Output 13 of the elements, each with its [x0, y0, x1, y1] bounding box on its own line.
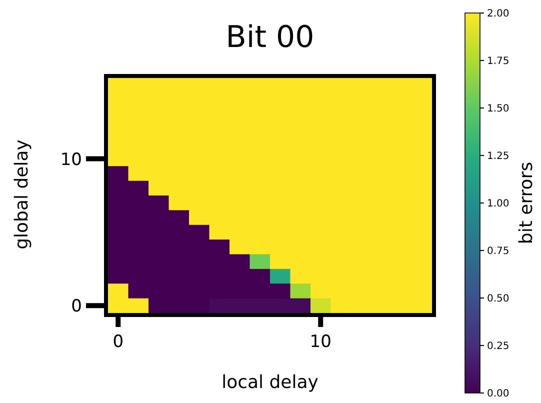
- color-bar-label: 0.00: [487, 388, 510, 400]
- color-bar-label: 0.25: [487, 341, 510, 352]
- color-bar-label: 1.00: [487, 198, 510, 210]
- color-bar-label: 0.75: [487, 246, 510, 257]
- color-bar-label: 2.00: [487, 8, 510, 20]
- color-bar-label: 0.50: [487, 294, 510, 304]
- y-axis-title: global delay: [12, 138, 32, 251]
- color-bar-label: 1.50: [487, 104, 510, 114]
- chart-title: Bit 00: [224, 20, 316, 55]
- color-bar-title: bit errors: [516, 162, 537, 244]
- color-bar-label: 1.75: [487, 56, 510, 67]
- x-axis-title: local delay: [220, 372, 320, 393]
- color-bar-label: 1.25: [487, 151, 510, 162]
